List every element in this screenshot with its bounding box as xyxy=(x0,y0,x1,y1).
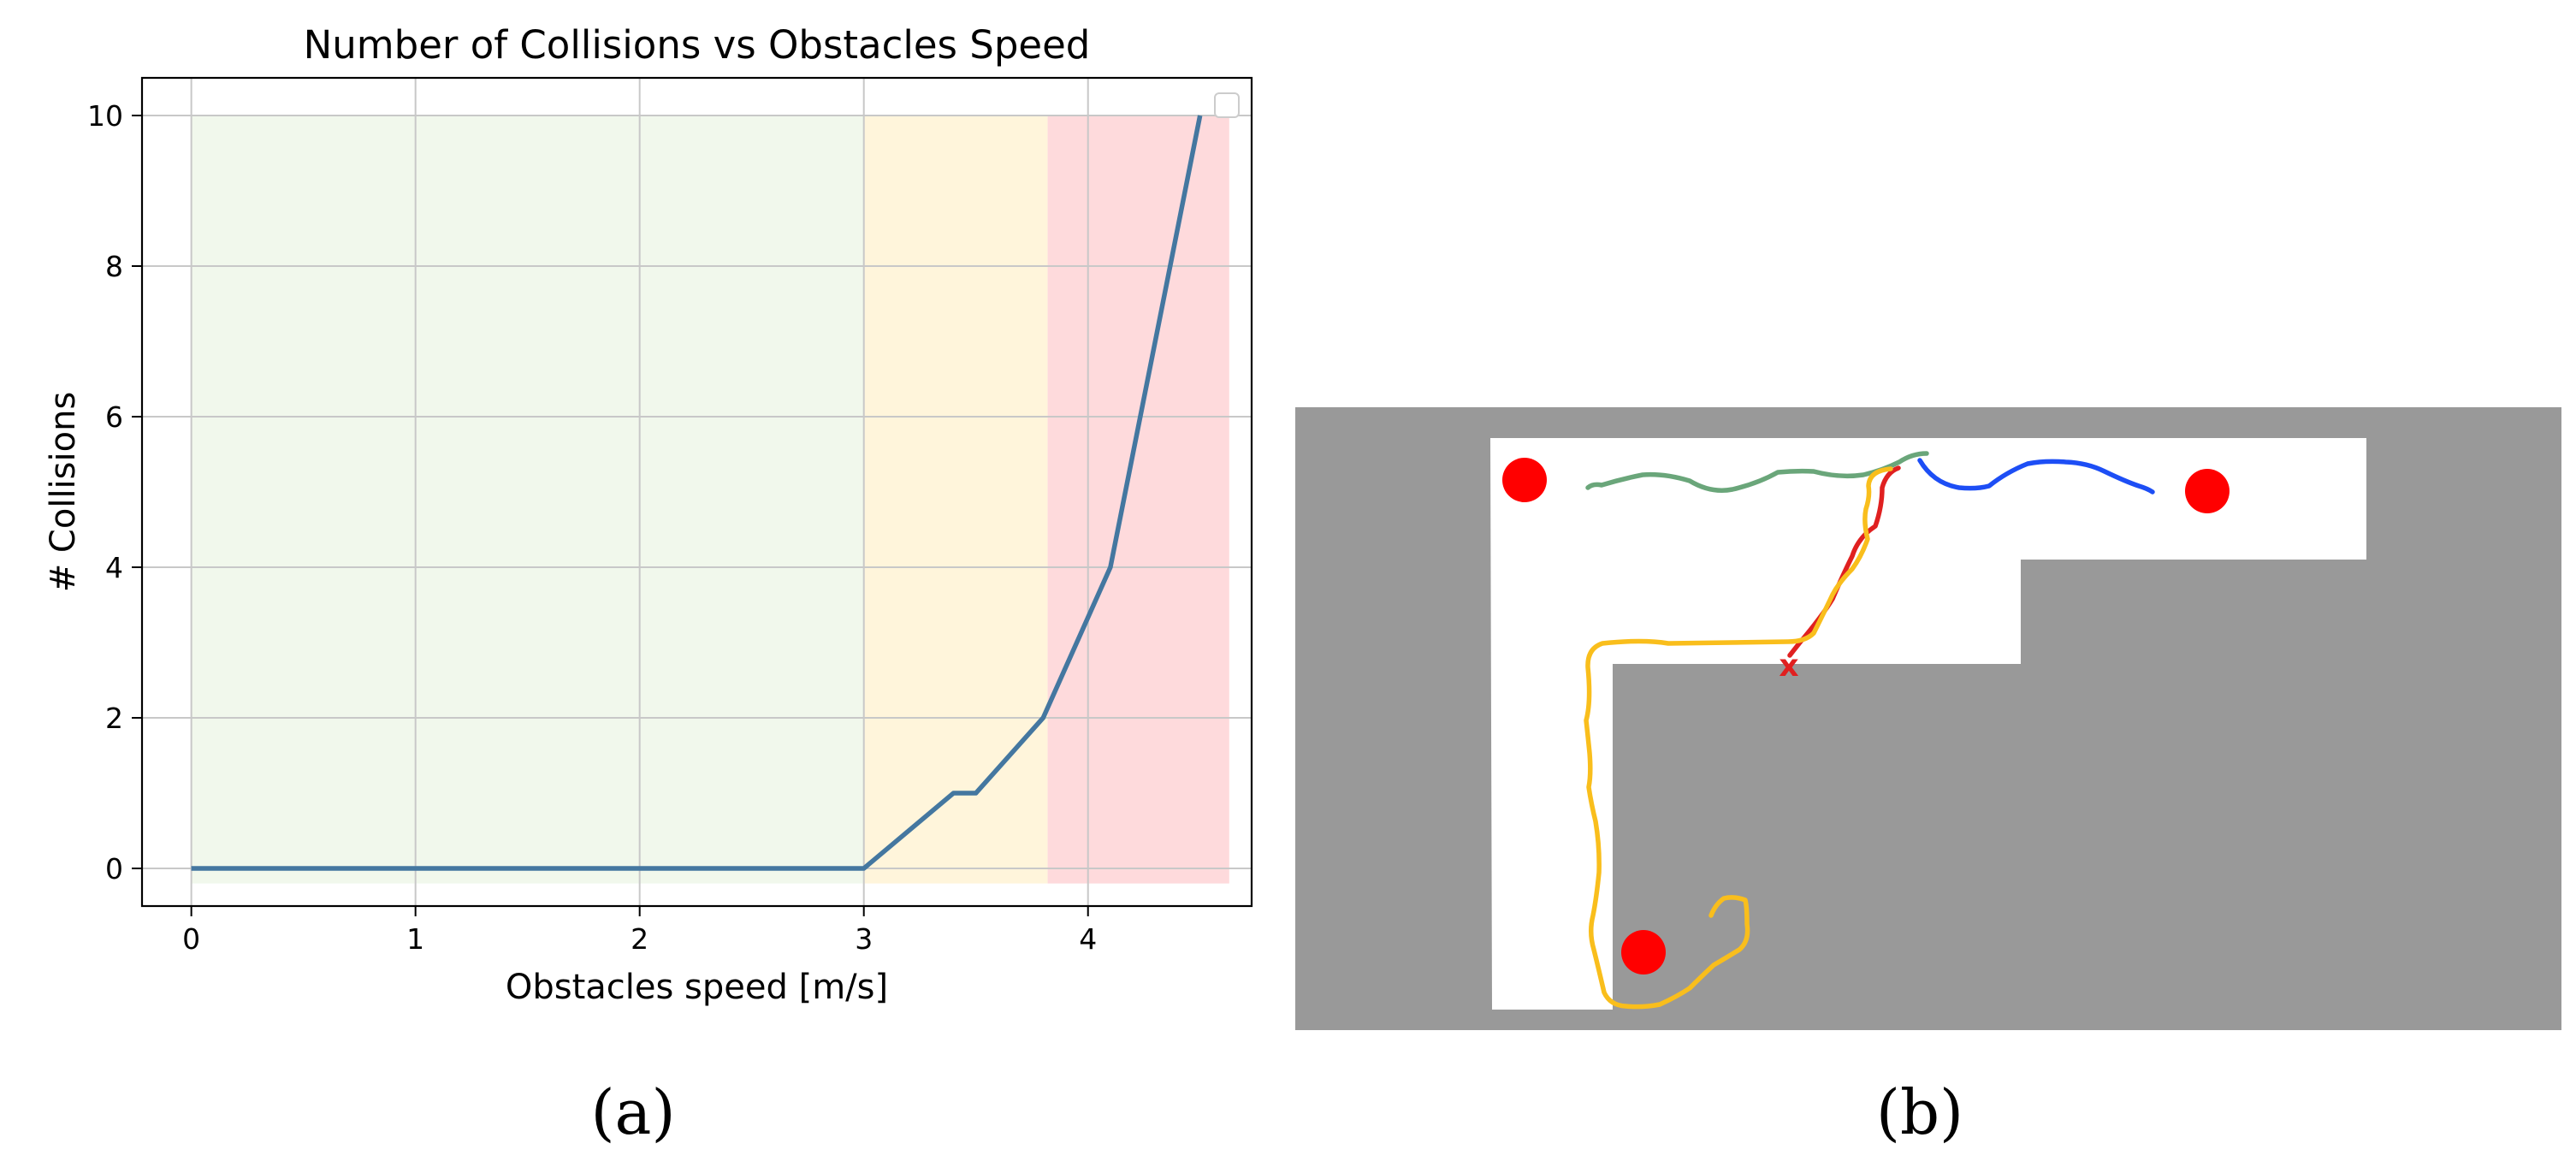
collision-marker: x xyxy=(1779,649,1798,684)
plot-frame xyxy=(140,76,1253,908)
speed-region-1 xyxy=(863,116,1048,884)
speed-region-0 xyxy=(191,116,864,884)
legend-box xyxy=(1214,92,1240,118)
series-line-0 xyxy=(191,115,1203,871)
caption-a: (a) xyxy=(590,1076,676,1148)
speed-region-2 xyxy=(1047,116,1229,884)
x-axis-label: Obstacles speed [m/s] xyxy=(506,968,888,1007)
free-space xyxy=(1490,438,2366,1010)
x-tick-label: 0 xyxy=(182,922,200,956)
goal-marker xyxy=(2185,469,2230,513)
trajectory-blue xyxy=(1917,458,2155,495)
caption-b: (b) xyxy=(1875,1076,1964,1148)
series-layer xyxy=(191,115,1203,871)
x-tick-label: 3 xyxy=(855,922,873,956)
x-tick-label: 1 xyxy=(406,922,424,956)
y-tick-label: 10 xyxy=(87,99,123,133)
goal-marker xyxy=(1502,458,1547,502)
y-tick-label: 0 xyxy=(105,852,123,886)
goal-marker xyxy=(1621,930,1666,975)
y-axis-label: # Collisions xyxy=(44,392,83,593)
speed-regions xyxy=(191,116,1229,884)
y-tick-label: 2 xyxy=(105,702,123,735)
y-tick-label: 4 xyxy=(105,551,123,584)
chart-title: Number of Collisions vs Obstacles Speed xyxy=(304,22,1091,68)
y-tick-label: 6 xyxy=(105,400,123,434)
collisions-chart: 0 1 2 3 4 0 2 4 6 8 10 Number of Collisions vs Obs… xyxy=(44,22,1253,1007)
axis-ticks: 0 1 2 3 4 0 2 4 6 8 10 xyxy=(87,99,1097,956)
x-tick-label: 4 xyxy=(1079,922,1097,956)
y-tick-label: 8 xyxy=(105,250,123,283)
trajectory-map: x xyxy=(1295,407,2561,1030)
trajectory-yellow xyxy=(1584,466,1893,1010)
x-tick-label: 2 xyxy=(631,922,648,956)
